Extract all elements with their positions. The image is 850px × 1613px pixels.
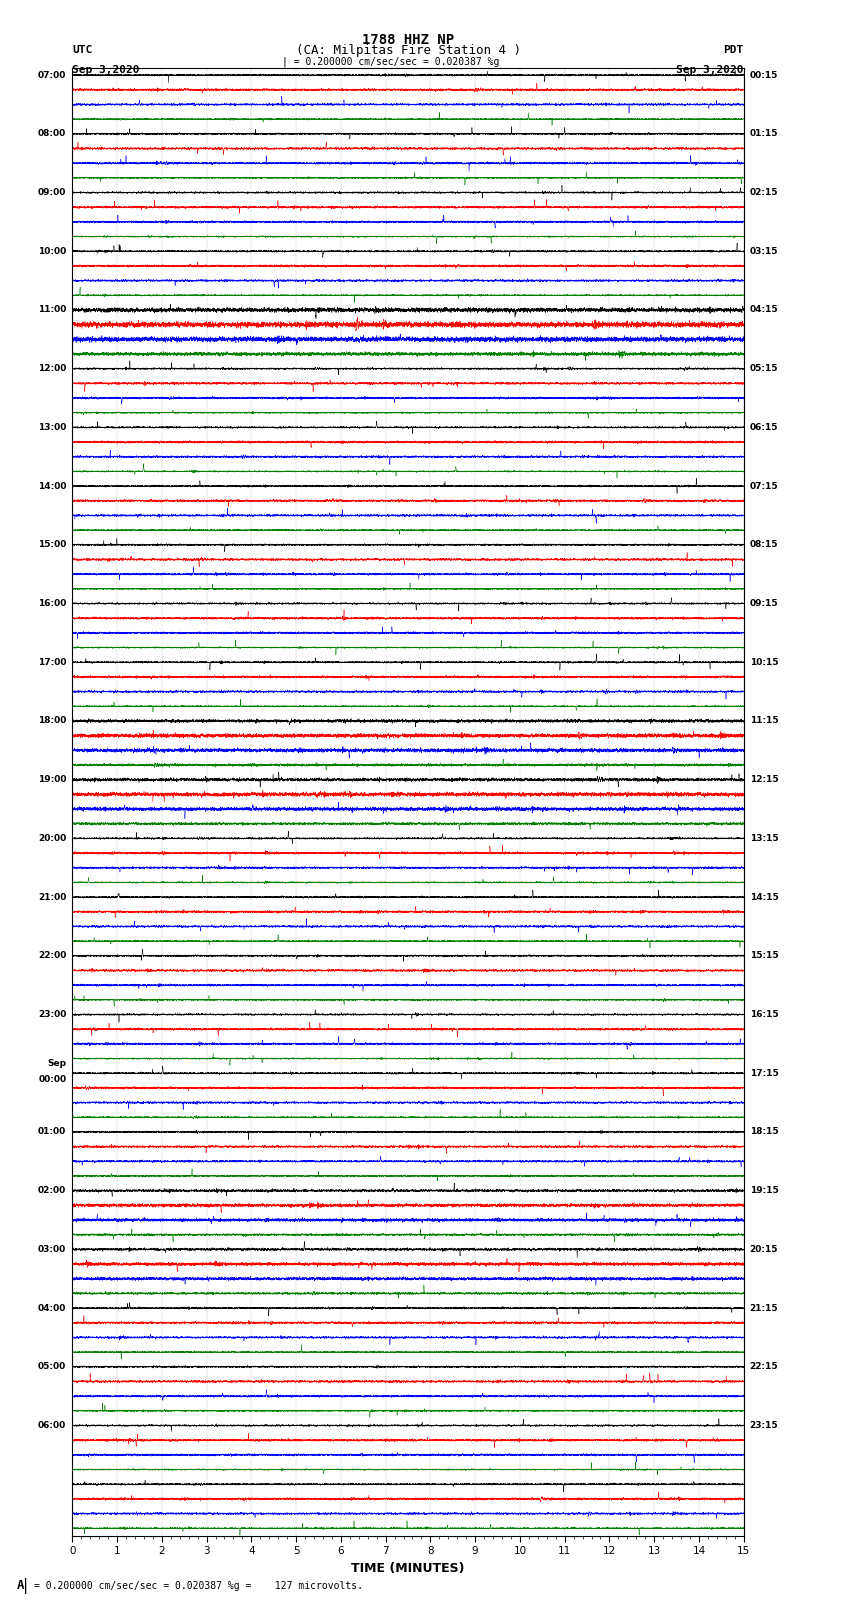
Text: 11:00: 11:00 — [38, 305, 66, 315]
Text: 07:00: 07:00 — [38, 71, 66, 79]
Text: 23:00: 23:00 — [38, 1010, 66, 1019]
Text: Sep 3,2020: Sep 3,2020 — [677, 65, 744, 74]
Text: 22:15: 22:15 — [750, 1363, 779, 1371]
Text: 04:15: 04:15 — [750, 305, 779, 315]
Text: = 0.200000 cm/sec/sec = 0.020387 %g =    127 microvolts.: = 0.200000 cm/sec/sec = 0.020387 %g = 12… — [34, 1581, 363, 1590]
Text: 03:00: 03:00 — [38, 1245, 66, 1253]
Text: 21:15: 21:15 — [750, 1303, 779, 1313]
Text: 19:00: 19:00 — [37, 776, 66, 784]
Text: 00:15: 00:15 — [750, 71, 778, 79]
Text: 16:00: 16:00 — [38, 598, 66, 608]
Text: 03:15: 03:15 — [750, 247, 779, 256]
Text: |: | — [21, 1578, 31, 1594]
Text: 01:00: 01:00 — [38, 1127, 66, 1137]
Text: 18:15: 18:15 — [750, 1127, 779, 1137]
Text: 01:15: 01:15 — [750, 129, 779, 139]
Text: 10:00: 10:00 — [38, 247, 66, 256]
Text: A: A — [17, 1579, 25, 1592]
Text: 06:15: 06:15 — [750, 423, 779, 432]
Text: 02:00: 02:00 — [38, 1186, 66, 1195]
Text: (CA: Milpitas Fire Station 4 ): (CA: Milpitas Fire Station 4 ) — [296, 44, 520, 58]
Text: 08:00: 08:00 — [38, 129, 66, 139]
Text: 06:00: 06:00 — [38, 1421, 66, 1431]
Text: 22:00: 22:00 — [38, 952, 66, 960]
Text: 05:00: 05:00 — [38, 1363, 66, 1371]
Text: 21:00: 21:00 — [38, 892, 66, 902]
Text: 18:00: 18:00 — [38, 716, 66, 726]
Text: 13:00: 13:00 — [38, 423, 66, 432]
Text: PDT: PDT — [723, 45, 744, 55]
Text: 08:15: 08:15 — [750, 540, 779, 550]
Text: 05:15: 05:15 — [750, 365, 779, 373]
Text: 17:15: 17:15 — [750, 1069, 779, 1077]
Text: 23:15: 23:15 — [750, 1421, 779, 1431]
Text: Sep: Sep — [48, 1060, 66, 1068]
Text: 20:00: 20:00 — [38, 834, 66, 844]
Text: 15:15: 15:15 — [750, 952, 779, 960]
Text: 16:15: 16:15 — [750, 1010, 779, 1019]
Text: 09:15: 09:15 — [750, 598, 779, 608]
Text: 09:00: 09:00 — [38, 189, 66, 197]
Text: 17:00: 17:00 — [37, 658, 66, 666]
Text: 00:00: 00:00 — [38, 1074, 66, 1084]
Text: 13:15: 13:15 — [750, 834, 779, 844]
Text: 10:15: 10:15 — [750, 658, 779, 666]
Text: 19:15: 19:15 — [750, 1186, 779, 1195]
Text: 11:15: 11:15 — [750, 716, 779, 726]
Text: 12:15: 12:15 — [750, 776, 779, 784]
Text: 14:00: 14:00 — [37, 482, 66, 490]
Text: 02:15: 02:15 — [750, 189, 779, 197]
Text: | = 0.200000 cm/sec/sec = 0.020387 %g: | = 0.200000 cm/sec/sec = 0.020387 %g — [282, 56, 500, 68]
Text: 20:15: 20:15 — [750, 1245, 779, 1253]
X-axis label: TIME (MINUTES): TIME (MINUTES) — [351, 1561, 465, 1574]
Text: 1788 HHZ NP: 1788 HHZ NP — [362, 32, 454, 47]
Text: Sep 3,2020: Sep 3,2020 — [72, 65, 139, 74]
Text: 04:00: 04:00 — [38, 1303, 66, 1313]
Text: UTC: UTC — [72, 45, 93, 55]
Text: 14:15: 14:15 — [750, 892, 779, 902]
Text: 07:15: 07:15 — [750, 482, 779, 490]
Text: 12:00: 12:00 — [38, 365, 66, 373]
Text: 15:00: 15:00 — [38, 540, 66, 550]
